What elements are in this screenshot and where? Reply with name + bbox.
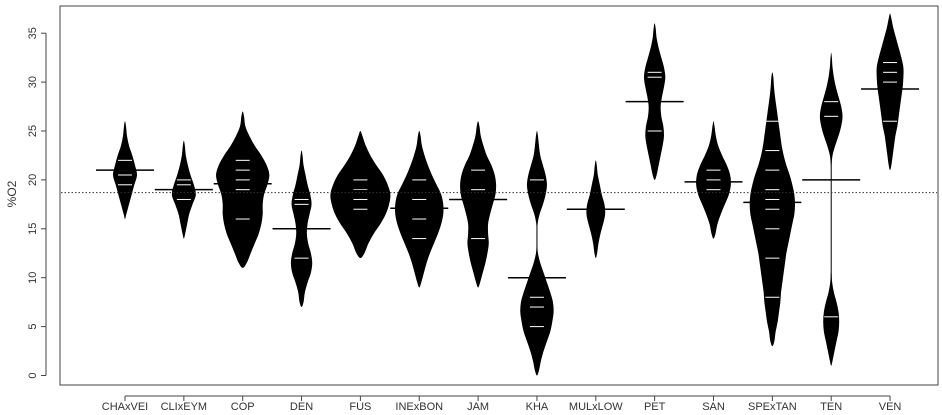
x-tick-label: INExBON [395, 401, 443, 413]
x-tick-label: TEN [820, 401, 842, 413]
y-tick-label: 30 [27, 76, 39, 88]
bean-density-shape [876, 13, 904, 171]
x-tick-label: COP [231, 401, 255, 413]
x-tick-label: FUS [349, 401, 371, 413]
bean-density-shape [819, 52, 843, 171]
y-tick-label: 15 [27, 223, 39, 235]
x-tick-label: KHA [526, 401, 549, 413]
bean-density-shape [395, 131, 444, 288]
x-tick-label: DEN [290, 401, 313, 413]
y-axis-title: %O2 [5, 180, 19, 207]
bean-clixeym [154, 140, 213, 239]
bean-pet [625, 23, 684, 180]
y-tick-label: 0 [27, 372, 39, 378]
bean-cop [213, 111, 272, 268]
bean-ven [861, 13, 920, 171]
x-tick-label: PET [644, 401, 666, 413]
x-tick-label: JAM [467, 401, 489, 413]
y-axis-ticks: 0 5 10 15 20 25 30 35 [27, 27, 46, 379]
y-tick-label: 25 [27, 125, 39, 137]
bean-spextan [743, 72, 802, 347]
x-tick-label: SPExTAN [748, 401, 797, 413]
x-axis-ticks: CHAxVEI CLIxEYM COP DEN FUS INExBON JAM KHA MULx… [102, 396, 902, 413]
y-tick-label: 5 [27, 324, 39, 330]
x-tick-label: SAN [702, 401, 725, 413]
plot-frame [59, 5, 939, 386]
bean-inexbon [390, 131, 449, 288]
bean-mulxlow [566, 160, 625, 259]
y-tick-label: 10 [27, 272, 39, 284]
x-tick-label: CHAxVEI [102, 401, 148, 413]
bean-chaxvei [96, 121, 154, 220]
bean-fus [330, 131, 391, 259]
bean-density-shape [330, 131, 391, 259]
bean-kha [507, 131, 566, 376]
beans-layer [96, 13, 920, 376]
x-tick-label: CLIxEYM [161, 401, 207, 413]
x-tick-label: MULxLOW [569, 401, 623, 413]
bean-jam [449, 121, 508, 288]
bean-density-shape [460, 121, 497, 288]
y-tick-label: 20 [27, 174, 39, 186]
y-tick-label: 35 [27, 27, 39, 39]
bean-density-shape [520, 131, 554, 376]
x-tick-label: VEN [879, 401, 902, 413]
bean-san [684, 121, 743, 239]
bean-den [272, 150, 331, 308]
bean-ten [802, 52, 861, 366]
